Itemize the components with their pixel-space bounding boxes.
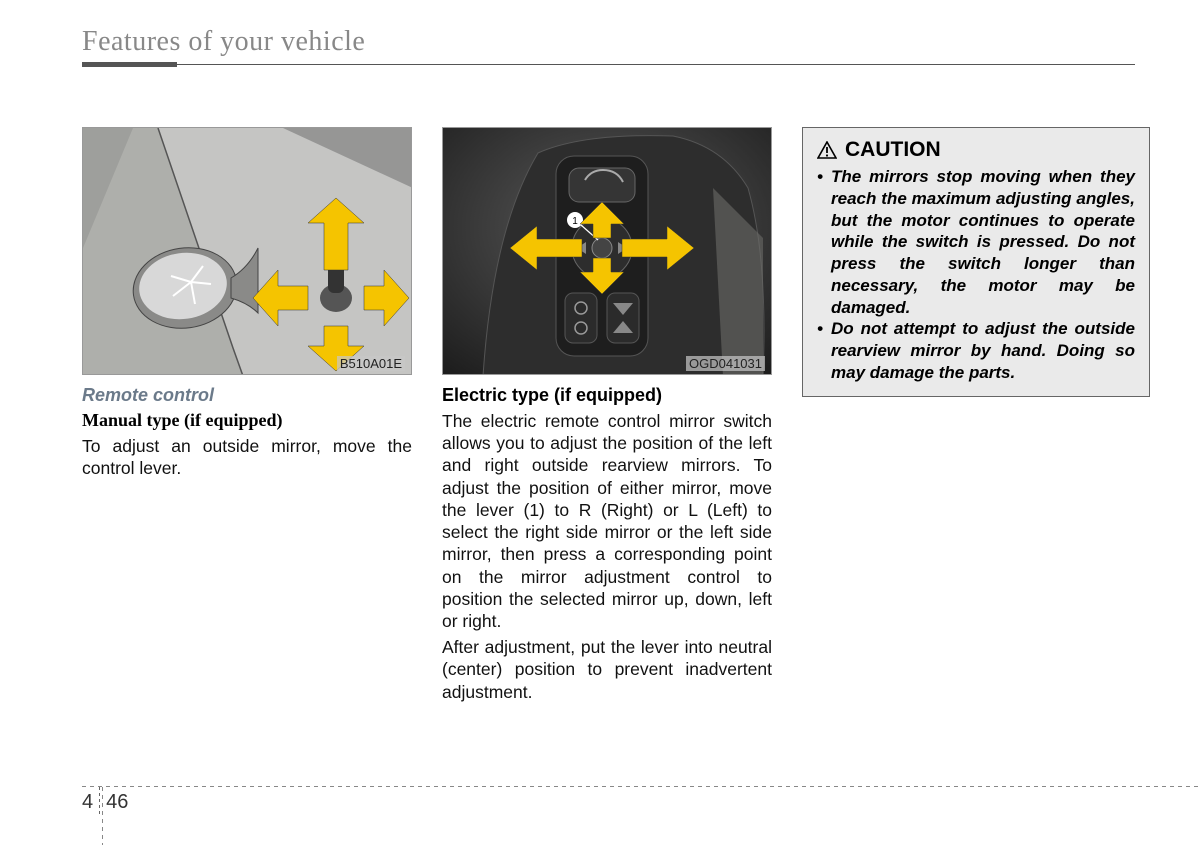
column-caution: CAUTION The mirrors stop moving when the…: [802, 127, 1150, 703]
figure-electric-mirror: 1 OGD041031: [442, 127, 772, 375]
subtitle-electric: Electric type (if equipped): [442, 385, 772, 406]
page-header: Features of your vehicle: [82, 26, 1135, 65]
footer-separator: [99, 787, 100, 817]
column-manual: B510A01E Remote control Manual type (if …: [82, 127, 412, 703]
warning-icon: [817, 141, 837, 159]
column-electric: 1 OGD041031 Electric type (if equipped) …: [442, 127, 772, 703]
figure-label: B510A01E: [337, 356, 405, 371]
caution-list: The mirrors stop moving when they reach …: [817, 166, 1135, 384]
caution-item: The mirrors stop moving when they reach …: [817, 166, 1135, 318]
chapter-number: 4: [82, 791, 93, 814]
caution-box: CAUTION The mirrors stop moving when the…: [802, 127, 1150, 397]
svg-text:1: 1: [572, 216, 578, 227]
header-title: Features of your vehicle: [82, 26, 1135, 58]
page-number: 46: [106, 791, 128, 814]
figure-label: OGD041031: [686, 356, 765, 371]
caution-title-text: CAUTION: [845, 138, 941, 162]
body-electric-1: The electric remote control mirror switc…: [442, 410, 772, 632]
body-manual: To adjust an outside mirror, move the co…: [82, 435, 412, 479]
figure-manual-mirror: B510A01E: [82, 127, 412, 375]
caution-item: Do not attempt to adjust the outside rea…: [817, 318, 1135, 383]
caution-title: CAUTION: [817, 138, 1135, 162]
body-electric-2: After adjustment, put the lever into neu…: [442, 636, 772, 703]
header-rule: [82, 64, 1135, 65]
subtitle-manual: Manual type (if equipped): [82, 410, 412, 431]
footer-rule: [82, 786, 1200, 787]
page-footer: 4 46: [82, 787, 128, 817]
section-title-remote: Remote control: [82, 385, 412, 406]
content-columns: B510A01E Remote control Manual type (if …: [82, 127, 1135, 703]
